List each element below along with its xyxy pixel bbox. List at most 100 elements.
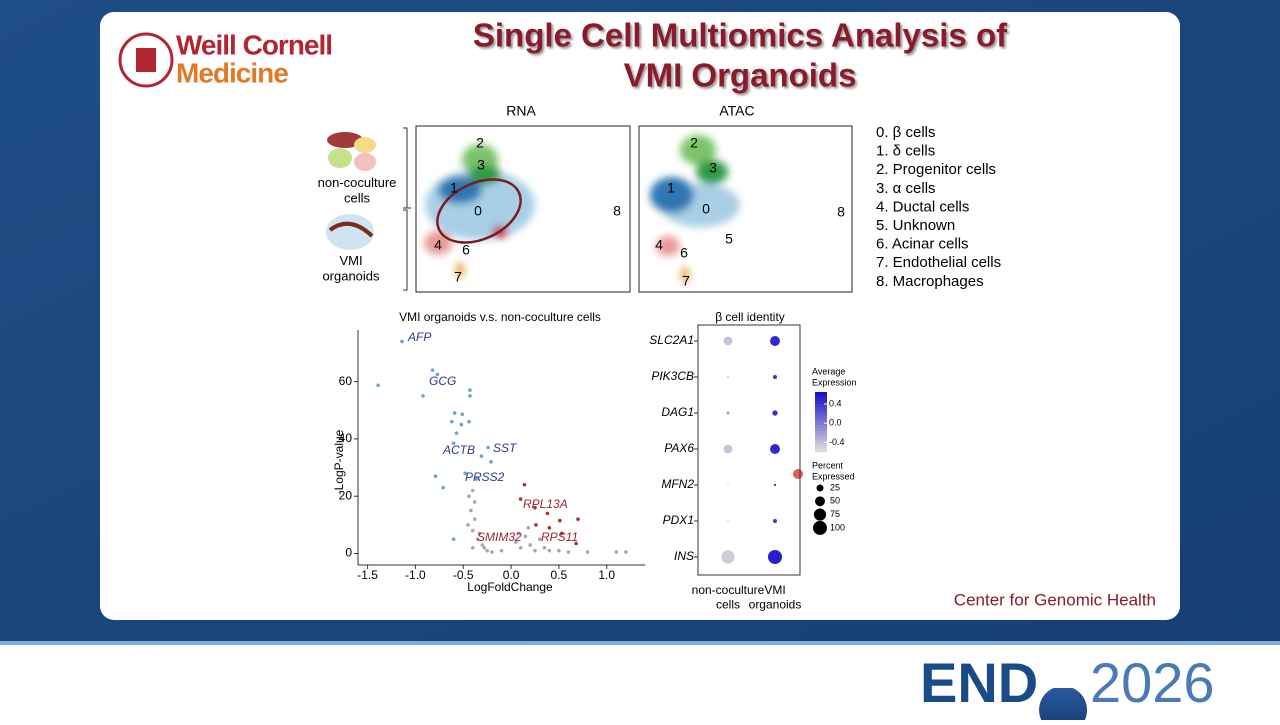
umap-title: ATAC [719, 103, 754, 119]
cluster-label: 6 [680, 245, 688, 261]
point [460, 412, 465, 417]
x-tick-label: 0.5 [551, 568, 568, 582]
point [475, 537, 480, 542]
colorbar-step [815, 392, 827, 396]
umap-rna [415, 125, 631, 293]
brand-globe [1039, 686, 1088, 725]
legend-title: Expressed [812, 471, 855, 481]
legend-title: Average [812, 366, 845, 376]
y-tick-label: 40 [339, 431, 353, 445]
chart-title: VMI organoids v.s. non-coculture cells [399, 310, 601, 324]
x-axis-label: LogFoldChange [467, 580, 553, 594]
dot [772, 410, 778, 416]
colorbar-step [815, 428, 827, 432]
logo-seal [118, 32, 174, 88]
gene-annotation: GCG [429, 374, 456, 388]
chart-title: β cell identity [715, 310, 785, 324]
point [479, 454, 484, 458]
point [624, 550, 628, 554]
y-tick-label: DAG1 [661, 405, 694, 419]
logo-text: Medicine [176, 57, 288, 88]
slide-title: Single Cell Multiomics Analysis of [473, 17, 1008, 54]
colorbar-step [815, 431, 827, 435]
legend-title: Expression [812, 377, 857, 387]
point [474, 477, 479, 481]
point [614, 550, 619, 554]
point [486, 445, 490, 450]
point [468, 394, 472, 398]
plot-frame [697, 324, 801, 576]
point [533, 505, 537, 510]
footer-text: Center for Genomic Health [954, 590, 1156, 609]
size-legend-dot [813, 508, 827, 521]
dot [727, 484, 729, 486]
dot [770, 444, 780, 454]
cluster-label: 0 [474, 203, 482, 219]
point [421, 394, 425, 398]
point [477, 531, 482, 536]
cell-icons [326, 127, 411, 291]
pointer [793, 469, 803, 479]
cluster-label: 3 [477, 157, 485, 173]
dot [768, 550, 782, 564]
point [566, 550, 571, 554]
gene-annotation: PRSS2 [465, 470, 505, 484]
gene-annotation: SMIM32 [477, 530, 522, 544]
point [545, 511, 550, 516]
colorbar-step [815, 422, 827, 426]
dot [726, 411, 730, 415]
dot [721, 550, 735, 564]
point [576, 517, 580, 521]
legend-title: Percent [812, 460, 844, 470]
dot [723, 336, 733, 346]
colorbar-step [815, 413, 827, 417]
colorbar-step [815, 449, 827, 453]
slide-card [100, 12, 1180, 620]
size-legend-dot [815, 496, 825, 507]
dot [773, 483, 777, 487]
footer-band [0, 645, 1280, 720]
colorbar-tick-label: -0.4 [829, 437, 845, 447]
point [574, 541, 578, 546]
point [472, 517, 477, 521]
point [451, 537, 456, 542]
colorbar-step [815, 395, 827, 399]
point [528, 543, 532, 547]
cluster-legend-item: 6. Acinar cells [876, 236, 969, 253]
colorbar-step [815, 401, 827, 405]
cluster-legend-item: 4. Ductal cells [876, 198, 969, 215]
cluster-label: 1 [450, 180, 458, 196]
y-tick-label: 60 [339, 374, 353, 388]
point [547, 548, 552, 553]
x-tick-label: -1.0 [405, 568, 426, 582]
slide-title: VMI Organoids [624, 57, 857, 94]
brand-text: 2026 [1090, 651, 1215, 714]
point [471, 488, 475, 493]
x-tick-label: 0.0 [503, 568, 520, 582]
x-tick-label: -1.5 [357, 568, 378, 582]
point [469, 508, 473, 513]
cluster-legend-item: 1. δ cells [876, 143, 935, 160]
group-label: non-coculture cells [318, 175, 397, 206]
point [376, 383, 380, 388]
size-legend-dot [816, 484, 824, 492]
point [430, 368, 435, 372]
point [466, 523, 470, 527]
point [449, 419, 454, 424]
brand-globe-band [1040, 684, 1088, 688]
point [518, 497, 523, 501]
colorbar-step [815, 410, 827, 414]
dot [773, 375, 777, 379]
cluster-label: 6 [462, 242, 470, 258]
point [463, 471, 467, 476]
dot [727, 520, 729, 522]
point [482, 546, 487, 550]
point [452, 411, 457, 415]
logo-shield [136, 48, 156, 72]
cluster-label: 7 [454, 269, 462, 285]
point [534, 523, 538, 527]
point [499, 548, 504, 553]
dot [770, 336, 780, 346]
point [471, 546, 475, 550]
